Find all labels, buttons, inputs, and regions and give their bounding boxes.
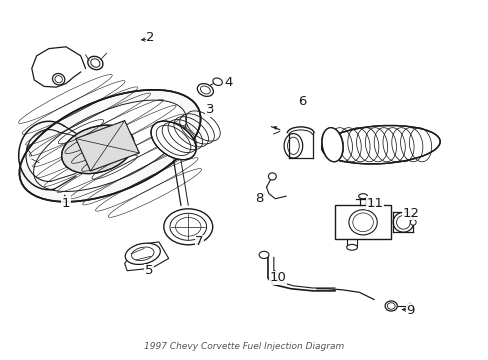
Text: 3: 3 — [205, 103, 214, 116]
Ellipse shape — [151, 121, 196, 160]
Ellipse shape — [268, 173, 276, 180]
Text: 8: 8 — [254, 192, 263, 205]
Text: 2: 2 — [146, 31, 155, 44]
Text: 11: 11 — [366, 197, 382, 210]
Ellipse shape — [406, 303, 412, 309]
Ellipse shape — [348, 210, 377, 235]
Ellipse shape — [322, 128, 342, 162]
Ellipse shape — [409, 220, 415, 225]
Text: 1997 Chevy Corvette Fuel Injection Diagram: 1997 Chevy Corvette Fuel Injection Diagr… — [144, 342, 344, 351]
Ellipse shape — [197, 84, 213, 96]
Ellipse shape — [392, 212, 413, 232]
Text: 12: 12 — [402, 207, 418, 220]
Ellipse shape — [321, 126, 439, 164]
Text: 7: 7 — [195, 235, 203, 248]
Ellipse shape — [212, 78, 222, 85]
Text: 4: 4 — [224, 76, 233, 89]
Ellipse shape — [61, 125, 134, 174]
Ellipse shape — [358, 194, 367, 199]
Ellipse shape — [385, 301, 397, 311]
Text: 1: 1 — [61, 197, 70, 210]
Ellipse shape — [346, 244, 357, 250]
Ellipse shape — [284, 134, 302, 158]
FancyBboxPatch shape — [334, 205, 390, 239]
Ellipse shape — [163, 209, 212, 245]
Ellipse shape — [259, 251, 268, 258]
Ellipse shape — [20, 90, 200, 202]
Polygon shape — [124, 242, 168, 271]
Ellipse shape — [34, 100, 186, 192]
Ellipse shape — [52, 73, 65, 85]
Polygon shape — [76, 121, 139, 171]
Text: 9: 9 — [406, 304, 414, 317]
Text: 10: 10 — [269, 271, 285, 284]
Ellipse shape — [125, 243, 160, 265]
Text: 6: 6 — [297, 95, 306, 108]
Text: 5: 5 — [144, 264, 153, 277]
Ellipse shape — [87, 56, 103, 70]
